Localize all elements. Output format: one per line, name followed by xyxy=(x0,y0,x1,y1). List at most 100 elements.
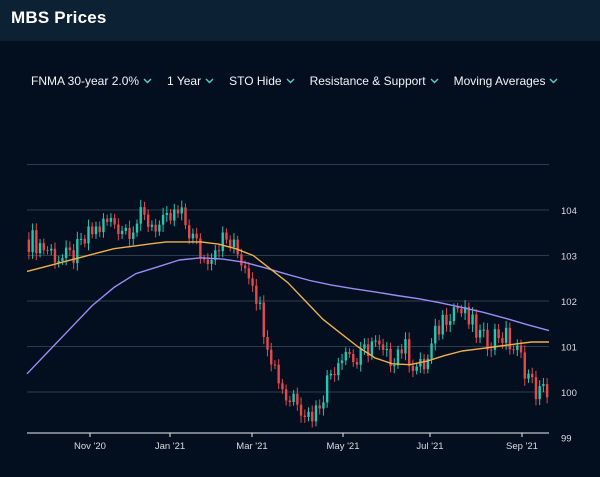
candle-body xyxy=(273,364,277,366)
candle-body xyxy=(187,225,191,239)
candle-body xyxy=(150,224,154,227)
page-title: MBS Prices xyxy=(11,8,107,27)
candle-body xyxy=(497,329,500,339)
candle-body xyxy=(270,349,273,365)
candle-body xyxy=(519,345,523,353)
candle-body xyxy=(109,218,113,222)
y-tick-label: 100 xyxy=(561,388,577,399)
candle-body xyxy=(117,224,120,235)
candle-body xyxy=(132,232,135,240)
timeframe-dropdown[interactable]: 1 Year xyxy=(167,74,214,88)
candle-body xyxy=(545,384,549,398)
x-tick-label: Sep '21 xyxy=(506,441,538,452)
candle-body xyxy=(173,209,176,221)
candle-body xyxy=(523,352,526,379)
resistance-support-dropdown[interactable]: Resistance & Support xyxy=(310,74,439,88)
y-tick-label: 99 xyxy=(561,434,572,445)
candle-body xyxy=(344,351,347,361)
candle-body xyxy=(407,339,411,366)
candle-body xyxy=(542,384,545,387)
candle-body xyxy=(128,227,131,240)
timeframe-dropdown-label: 1 Year xyxy=(167,74,202,88)
candle-body xyxy=(411,365,415,371)
candle-body xyxy=(534,377,538,400)
candle-body xyxy=(445,314,448,325)
candle-body xyxy=(64,247,68,259)
candle-body xyxy=(426,358,430,370)
x-tick-label: Mar '21 xyxy=(236,441,267,452)
candle-body xyxy=(478,330,482,338)
candle-body xyxy=(202,258,206,260)
candle-body xyxy=(284,389,288,401)
candle-body xyxy=(352,354,355,363)
candle-body xyxy=(329,373,333,376)
candle-body xyxy=(311,411,314,422)
candle-body xyxy=(105,218,109,222)
candle-body xyxy=(281,383,284,390)
candle-body xyxy=(158,224,161,232)
moving-averages-dropdown-label: Moving Averages xyxy=(453,74,546,88)
candle-body xyxy=(232,239,236,248)
chart-gridlines xyxy=(27,164,549,393)
security-dropdown[interactable]: FNMA 30-year 2.0% xyxy=(31,74,152,88)
candle-body xyxy=(340,360,344,364)
candle-body xyxy=(57,260,60,263)
candle-body xyxy=(493,329,497,350)
candle-body xyxy=(210,259,213,264)
candle-body xyxy=(471,314,474,325)
candle-body xyxy=(415,366,418,371)
y-axis: 104 103 102 101 100 99 xyxy=(561,206,577,445)
candle-body xyxy=(303,415,306,418)
candle-body xyxy=(184,207,187,226)
candlestick-series xyxy=(27,199,549,428)
candle-body xyxy=(98,226,101,233)
candle-body xyxy=(221,232,224,252)
candle-body xyxy=(422,358,426,370)
moving-average-short-line xyxy=(26,241,549,366)
candle-body xyxy=(389,348,392,367)
y-tick-label: 104 xyxy=(561,206,577,217)
moving-averages-dropdown[interactable]: Moving Averages xyxy=(454,74,559,88)
candle-body xyxy=(206,259,210,264)
candle-body xyxy=(393,365,396,367)
candle-body xyxy=(113,218,116,225)
candle-body xyxy=(437,325,441,335)
candle-body xyxy=(538,386,541,400)
candle-body xyxy=(318,405,321,409)
chevron-down-icon xyxy=(430,78,439,84)
candle-body xyxy=(50,248,53,251)
candle-body xyxy=(83,238,86,244)
y-tick-label: 101 xyxy=(561,343,577,354)
chart-toolbar: FNMA 30-year 2.0% 1 Year STO Hide Resist… xyxy=(31,71,573,91)
candle-body xyxy=(378,340,381,345)
candle-body xyxy=(251,278,254,286)
sto-dropdown[interactable]: STO Hide xyxy=(229,74,295,88)
price-chart[interactable]: Nov '20 Jan '21 Mar '21 May '21 Jul '21 Sep '… xyxy=(0,150,600,477)
candle-body xyxy=(467,306,471,325)
x-tick-label: Nov '20 xyxy=(74,441,106,452)
candle-body xyxy=(512,349,515,351)
candle-body xyxy=(247,268,251,279)
candle-body xyxy=(120,230,124,235)
x-tick-label: May '21 xyxy=(327,441,360,452)
candle-body xyxy=(255,285,258,304)
candle-body xyxy=(195,233,198,239)
moving-average-long-line xyxy=(26,257,550,375)
chevron-down-icon xyxy=(205,78,214,84)
candle-body xyxy=(35,230,38,254)
candle-body xyxy=(87,226,90,244)
chevron-down-icon xyxy=(549,78,558,84)
candle-body xyxy=(139,207,142,224)
candle-body xyxy=(314,405,318,422)
candle-body xyxy=(374,340,377,342)
candle-body xyxy=(266,336,269,350)
candle-body xyxy=(240,254,243,266)
candle-body xyxy=(299,404,303,416)
candle-body xyxy=(199,238,202,259)
candle-body xyxy=(430,343,433,359)
candle-body xyxy=(516,345,519,351)
candle-body xyxy=(359,348,362,365)
candle-body xyxy=(288,400,292,402)
candle-body xyxy=(460,308,463,314)
candle-body xyxy=(214,250,217,260)
